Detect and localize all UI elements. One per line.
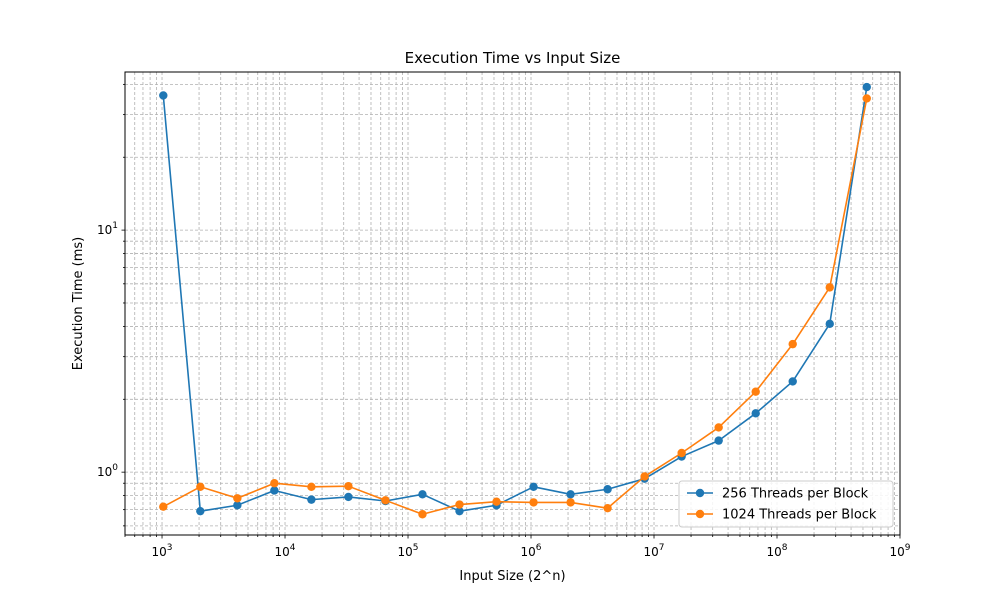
y-tick-label-base: 10 [97,465,112,479]
data-point [270,486,279,495]
data-point [307,482,316,491]
data-point [455,506,464,516]
data-point [344,481,353,491]
x-tick-label-base: 10 [889,545,904,559]
data-point [788,377,797,386]
series-2 [159,94,871,519]
x-tick-label-exponent: 7 [659,543,665,553]
y-tick-label-exponent: 1 [112,221,118,231]
data-point [677,448,686,458]
x-tick-label: 107 [644,543,665,559]
x-axis-label: Input Size (2^n) [459,569,565,584]
data-point [196,506,205,516]
data-point [455,500,464,509]
grid-lines [124,72,901,535]
data-point [196,482,205,491]
data-point [566,490,575,499]
data-point [714,436,723,445]
data-point [529,498,538,507]
data-point [751,409,760,418]
data-point [788,339,797,349]
y-axis-label: Execution Time (ms) [71,237,86,370]
data-point [862,94,871,103]
y-tick-label-exponent: 0 [112,463,118,473]
x-tick-label: 106 [521,543,542,559]
y-tick-label: 101 [97,221,118,237]
data-point [825,283,834,292]
x-tick-label-exponent: 3 [167,543,173,553]
x-tick-label-base: 10 [644,545,659,559]
chart-title: Execution Time vs Input Size [405,49,621,67]
x-tick-label-base: 10 [398,545,413,559]
x-tick-label-exponent: 9 [905,543,911,553]
legend-box [678,480,894,528]
y-tick-label: 100 [97,463,118,479]
data-point [159,91,168,100]
data-point [529,482,538,491]
x-tick-label: 104 [275,543,296,559]
legend-label: 256 Threads per Block [722,487,869,502]
x-tick-label-exponent: 5 [413,543,419,553]
data-point [270,479,279,488]
x-tick-label: 103 [152,543,173,559]
series-line [162,86,868,512]
data-point [566,498,575,507]
data-point [307,495,316,504]
x-tick-label-exponent: 8 [782,543,788,553]
data-point [603,503,612,513]
legend-label: 1024 Threads per Block [722,508,877,523]
data-point [344,492,353,502]
x-tick-label-base: 10 [275,545,290,559]
data-point [233,494,242,503]
plot-series [159,82,871,519]
plot-frame [124,71,901,536]
data-point [381,496,390,505]
data-point [825,319,834,329]
data-point [751,387,760,396]
x-tick-label-exponent: 4 [290,543,296,553]
legend: 256 Threads per Block 1024 Threads per Bl… [678,480,894,528]
data-point [492,497,501,506]
x-tick-label-exponent: 6 [536,543,542,553]
data-point [603,485,612,494]
data-point [418,510,427,519]
data-point [233,501,242,510]
x-tick-label: 109 [889,543,910,559]
legend-marker [695,509,705,519]
x-tick-label: 105 [398,543,419,559]
legend-marker [695,488,705,498]
y-tick-label-base: 10 [97,223,112,237]
x-tick-label-base: 10 [152,545,167,559]
series-line [162,98,868,516]
x-tick-label-base: 10 [521,545,536,559]
data-point [862,82,871,92]
data-point [640,472,649,481]
x-tick-label: 108 [766,543,787,559]
data-point [159,502,168,511]
data-point [418,490,427,499]
x-tick-label-base: 10 [766,545,781,559]
data-point [714,423,723,432]
